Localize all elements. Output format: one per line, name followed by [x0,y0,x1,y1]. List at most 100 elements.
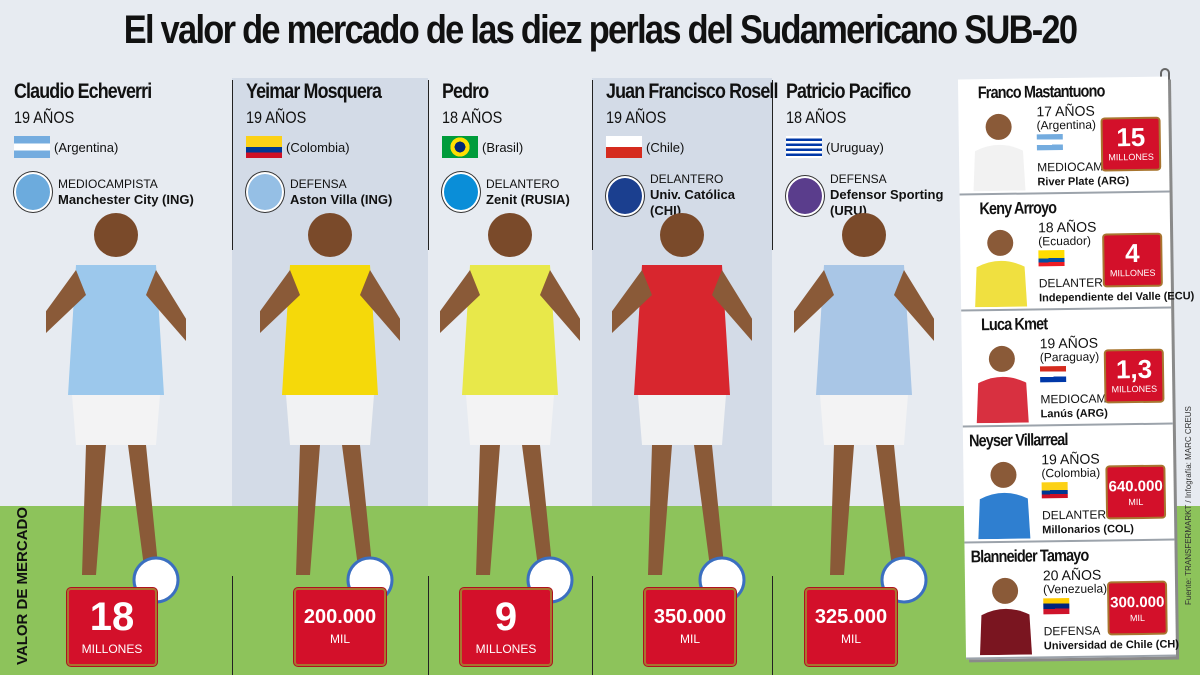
player-age: 19 AÑOS [246,108,307,127]
player-name: Franco Mastantuono [977,81,1105,103]
player-column: Yeimar Mosquera 19 AÑOS (Colombia) DEFEN… [246,80,424,212]
player-column: Pedro 18 AÑOS (Brasil) DELANTERO Zenit (R… [442,80,588,212]
player-position: MEDIOCAMPISTA [58,176,158,191]
column-divider [428,80,429,250]
column-divider [428,576,429,675]
market-value-box: 200.000 MIL [294,588,386,666]
player-photo [973,113,1026,192]
market-value-box: 640.000 MIL [1105,464,1167,520]
venezuela-flag-icon [1043,597,1070,615]
market-value-unit: MILLONES [1111,383,1158,395]
player-position: DELANTERO [650,172,724,186]
player-name: Keny Arroyo [979,198,1057,219]
market-value-unit: MILLONES [475,642,537,656]
market-value-label: VALOR DE MERCADO [14,506,31,665]
player-club: Independiente del Valle (ECU) [1038,290,1195,305]
player-column: Patricio Pacifico 18 AÑOS (Uruguay) DEFE… [786,80,951,219]
ecuador-flag-icon [1038,250,1065,267]
market-value-box: 350.000 MIL [644,588,736,666]
market-value: 9 [494,595,518,639]
zenit-crest-icon [442,172,480,212]
player-column: Juan Francisco Rosell 19 AÑOS (Chile) DE… [606,80,778,219]
player-club: Zenit (RUSIA) [486,191,570,207]
chile-flag-icon [606,136,642,158]
side-player-card: Blanneider Tamayo 20 AÑOS (Venezuela) DE… [964,540,1179,660]
player-name: Patricio Pacifico [786,80,911,103]
player-name: Neyser Villarreal [968,429,1068,451]
player-country: (Brasil) [482,139,524,155]
market-value-box: 300.000 MIL [1106,580,1168,636]
player-position: DELANTERO [486,176,560,191]
market-value-box: 15 MILLONES [1100,116,1162,172]
player-position: DEFENSA [290,176,347,191]
player-age: 19 AÑOS [1039,334,1099,352]
market-value-unit: MILLONES [81,642,143,656]
source-credit: Fuente: TRANSFERMARKT / Infografía: MARC… [1184,406,1193,605]
market-value-unit: MIL [1128,496,1144,508]
player-name: Blanneider Tamayo [970,545,1089,567]
player-photo [978,461,1031,540]
column-divider [592,576,593,675]
market-value: 15 [1116,121,1146,153]
player-country: (Uruguay) [826,139,884,155]
market-value: 350.000 [653,606,727,628]
paraguay-flag-icon [1039,366,1067,383]
column-divider [592,80,593,250]
player-club: Millonarios (COL) [1042,523,1135,537]
player-country: (Chile) [646,139,685,155]
market-value-unit: MILLONES [1108,151,1154,163]
side-player-card: Luca Kmet 19 AÑOS (Paraguay) MEDIOCAMPIS… [961,308,1173,428]
player-age: 18 AÑOS [786,108,847,127]
player-position: DEFENSA [830,172,887,186]
column-divider [772,576,773,675]
universidad-catolica-crest-icon [606,175,644,216]
player-country: (Argentina) [54,139,119,155]
player-name: Pedro [442,80,489,103]
argentina-flag-icon [14,136,50,158]
player-country: (Colombia) [286,139,350,155]
player-column: Claudio Echeverri 19 AÑOS (Argentina) ME… [14,80,228,212]
player-name: Luca Kmet [980,314,1048,335]
side-player-card: Franco Mastantuono 17 AÑOS (Argentina) M… [957,76,1170,196]
player-photo [793,213,934,604]
player-age: 17 AÑOS [1036,102,1095,120]
colombia-flag-icon [246,136,282,158]
player-photo [980,577,1032,656]
player-club: Lanús (ARG) [1040,407,1108,421]
player-club: Aston Villa (ING) [290,191,393,207]
market-value: 1,3 [1115,353,1153,385]
player-photo [440,213,580,604]
market-value-box: 325.000 MIL [805,588,897,666]
market-value-unit: MIL [840,632,861,646]
market-value: 640.000 [1108,477,1163,496]
column-divider [232,576,233,675]
market-value-box: 1,3 MILLONES [1103,348,1165,404]
market-value-unit: MILLONES [1109,267,1156,279]
player-club: Manchester City (ING) [58,191,194,207]
player-age: 19 AÑOS [1041,450,1100,468]
market-value-unit: MIL [679,632,700,646]
uruguay-flag-icon [786,136,822,158]
player-photo [260,213,400,604]
player-photo [612,213,752,604]
player-photo [46,213,186,604]
column-divider [232,80,233,250]
player-age: 19 AÑOS [606,108,667,127]
defensor-sporting-crest-icon [786,175,824,216]
player-age: 18 AÑOS [442,108,503,127]
player-photo [976,345,1029,424]
market-value: 200.000 [303,606,377,628]
player-club: River Plate (ARG) [1037,175,1130,189]
market-value-box: 18 MILLONES [67,588,157,666]
player-name: Yeimar Mosquera [246,80,382,103]
market-value-unit: MIL [1129,612,1146,624]
manchester-city-crest-icon [14,172,52,212]
side-panel: Franco Mastantuono 17 AÑOS (Argentina) M… [957,76,1194,660]
market-value-box: 9 MILLONES [460,588,552,666]
page-title: El valor de mercado de las diez perlas d… [123,8,1078,52]
market-value-unit: MIL [329,632,350,646]
side-player-card: Keny Arroyo 18 AÑOS (Ecuador) DELANTERO … [959,192,1194,312]
player-club: Univ. Católica (CHI) [650,187,736,218]
player-name: Claudio Echeverri [14,80,152,103]
aston-villa-crest-icon [246,172,284,212]
